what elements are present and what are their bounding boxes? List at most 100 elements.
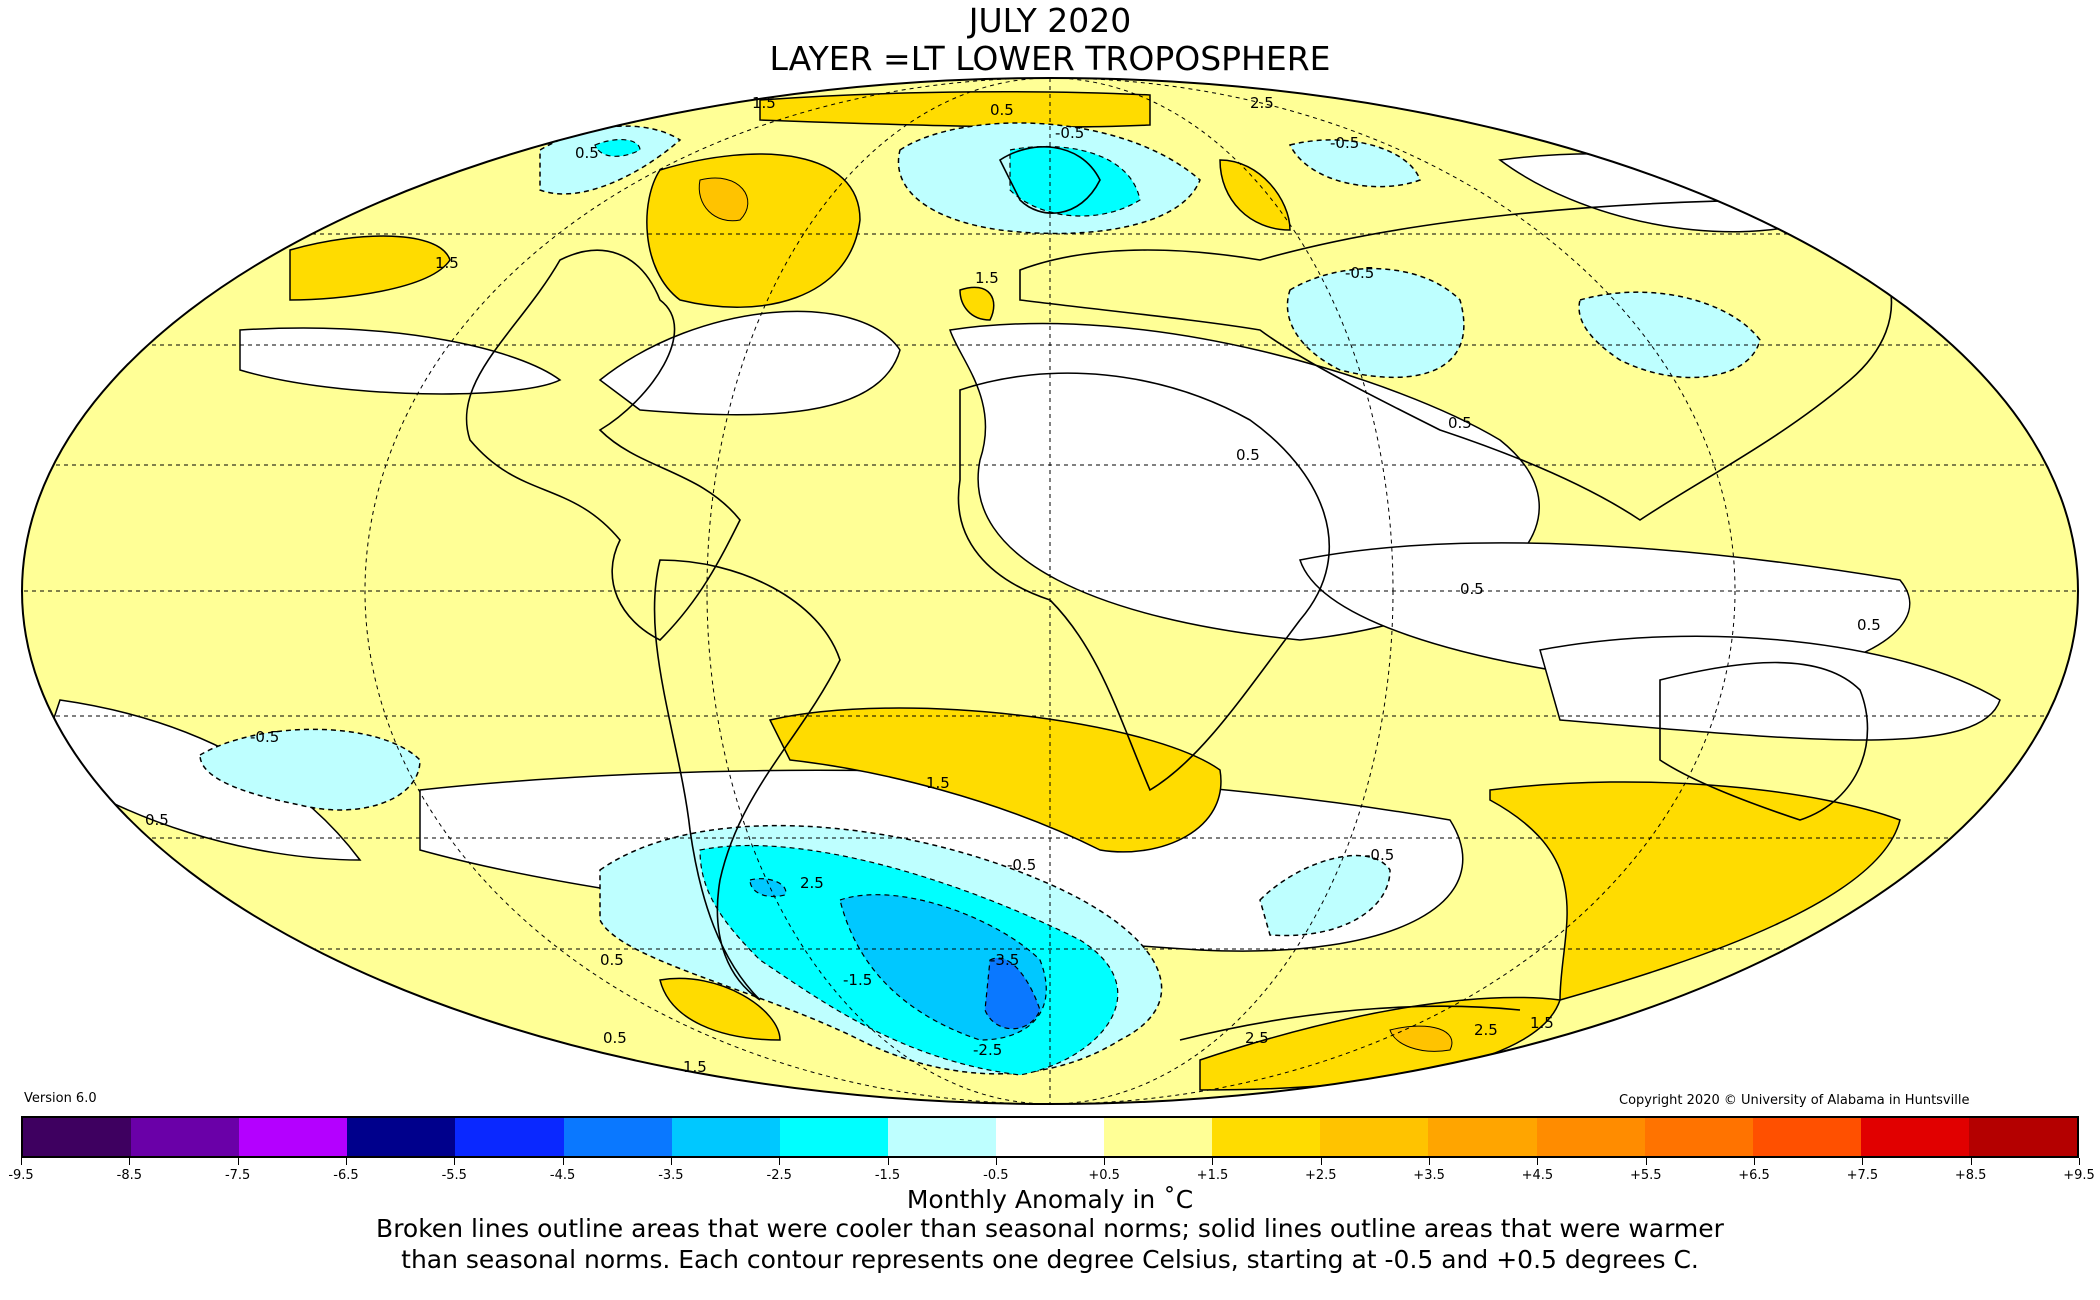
colorbar-swatch: [671, 1118, 780, 1156]
colorbar-swatch: [995, 1118, 1105, 1156]
anomaly-fields: [22, 78, 2078, 1104]
colorbar-tick-label: -0.5: [983, 1168, 1009, 1183]
colorbar-tick: [995, 1158, 997, 1165]
colorbar-tick: [1320, 1158, 1322, 1165]
colorbar-tick: [2079, 1158, 2080, 1165]
colorbar-tick-label: +7.5: [1846, 1168, 1879, 1183]
colorbar-tick: [779, 1158, 781, 1165]
contour-label: 0.5: [145, 811, 169, 829]
contour-label: 0.5: [1857, 616, 1881, 634]
colorbar-tick-label: -5.5: [441, 1168, 467, 1183]
contour-label: 1.5: [752, 94, 776, 112]
colorbar-tick-label: -7.5: [224, 1168, 251, 1183]
colorbar-tick-label: -1.5: [874, 1168, 901, 1183]
colorbar-swatch: [1968, 1118, 2078, 1156]
colorbar-swatch: [1212, 1118, 1321, 1156]
contour-label: 1.5: [1530, 1014, 1554, 1032]
colorbar-swatch: [563, 1118, 672, 1156]
colorbar-tick-label: +3.5: [1413, 1168, 1445, 1183]
colorbar-tick: [1212, 1158, 1214, 1165]
colorbar-tick: [1970, 1158, 1972, 1165]
colorbar-tick: [345, 1158, 347, 1165]
contour-label: 0.5: [603, 1029, 627, 1047]
contour-label: 0.5: [1460, 580, 1484, 598]
colorbar-tick-label: -3.5: [658, 1168, 684, 1183]
colorbar-swatch: [23, 1118, 132, 1156]
contour-label: 0.5: [600, 951, 624, 969]
contour-label: 0.5: [575, 144, 599, 162]
colorbar-swatch: [1860, 1118, 1969, 1156]
colorbar-tick-label: -8.5: [116, 1168, 142, 1183]
colorbar-swatch: [1104, 1118, 1213, 1156]
colorbar-swatch: [455, 1118, 564, 1156]
colorbar-tick-label: -9.5: [8, 1168, 34, 1183]
contour-label: 1.5: [683, 1058, 707, 1076]
colorbar-ticks: -9.5 -8.5 -7.5 -6.5 -5.5 -4.5 -3.5 -2.5 -1.5 -0.5…: [8, 1158, 2095, 1188]
contour-label: -1.5: [843, 971, 872, 989]
colorbar-tick-label: -6.5: [333, 1168, 359, 1183]
contour-labels: 1.5 0.5 -0.5 1.5 2.5 0.5 -0.5 1.5 0.5 0.…: [145, 94, 1881, 1076]
colorbar-swatch: [239, 1118, 348, 1156]
colorbar-swatch: [1752, 1118, 1861, 1156]
contour-label: 1.5: [926, 774, 950, 792]
map-subtitle: LAYER =LT LOWER TROPOSPHERE: [769, 39, 1331, 78]
coastlines: [465, 146, 1893, 1041]
colorbar-tick-label: +9.5: [2063, 1168, 2095, 1183]
contour-label: -0.5: [1055, 124, 1084, 142]
colorbar-tick: [1645, 1158, 1647, 1165]
colorbar-swatch: [131, 1118, 240, 1156]
contour-label: 1.5: [975, 269, 999, 287]
colorbar-tick-label: +4.5: [1521, 1168, 1554, 1183]
contour-label: 2.5: [1245, 1029, 1269, 1047]
colorbar-tick: [1104, 1158, 1106, 1165]
contour-label: 2.5: [800, 874, 824, 892]
contour-label: 1.5: [435, 254, 459, 272]
contour-label: -0.5: [1365, 846, 1394, 864]
colorbar-tick: [887, 1158, 889, 1165]
colorbar-swatch: [1428, 1118, 1537, 1156]
contour-label: 0.5: [1236, 446, 1260, 464]
colorbar-swatch: [1644, 1118, 1753, 1156]
colorbar-swatch: [1536, 1118, 1645, 1156]
colorbar-tick: [1537, 1158, 1539, 1165]
colorbar-tick-label: +2.5: [1304, 1168, 1337, 1183]
contour-label: -0.5: [1007, 856, 1036, 874]
contour-label: -2.5: [973, 1041, 1002, 1059]
colorbar-tick: [562, 1158, 564, 1165]
colorbar-tick-label: +6.5: [1738, 1168, 1770, 1183]
colorbar-tick-label: +5.5: [1629, 1168, 1662, 1183]
colorbar-tick: [129, 1158, 131, 1165]
colorbar: [21, 1116, 2079, 1158]
colorbar-swatch: [1320, 1118, 1429, 1156]
colorbar-tick: [1862, 1158, 1864, 1165]
colorbar-swatch: [887, 1118, 996, 1156]
contour-label: 0.5: [1448, 414, 1472, 432]
colorbar-tick: [237, 1158, 239, 1165]
colorbar-label: Monthly Anomaly in ˚C: [906, 1185, 1194, 1214]
contour-label: 2.5: [1250, 94, 1274, 112]
contour-label: -3.5: [990, 951, 1019, 969]
colorbar-tick: [454, 1158, 456, 1165]
colorbar-tick-label: +0.5: [1088, 1168, 1120, 1183]
colorbar-tick: [1429, 1158, 1431, 1165]
map-title: JULY 2020: [968, 1, 1132, 40]
colorbar-swatch: [347, 1118, 456, 1156]
legend-line-2: than seasonal norms. Each contour repres…: [401, 1245, 1699, 1274]
colorbar-tick-label: -4.5: [549, 1168, 576, 1183]
copyright-label: Copyright 2020 © University of Alabama i…: [1619, 1093, 1970, 1108]
globe-outline: [21, 77, 2079, 1105]
version-label: Version 6.0: [24, 1091, 97, 1106]
colorbar-tick: [1754, 1158, 1756, 1165]
legend-line-1: Broken lines outline areas that were coo…: [376, 1214, 1724, 1243]
colorbar-tick-label: +1.5: [1196, 1168, 1229, 1183]
colorbar-tick-label: +8.5: [1954, 1168, 1987, 1183]
colorbar-tick: [21, 1158, 22, 1165]
contour-label: -0.5: [1345, 264, 1374, 282]
contour-label: -0.5: [1330, 134, 1359, 152]
colorbar-tick-label: -2.5: [766, 1168, 792, 1183]
colorbar-tick: [670, 1158, 672, 1165]
contour-label: 2.5: [1474, 1021, 1498, 1039]
colorbar-swatch: [779, 1118, 888, 1156]
contour-label: 0.5: [990, 101, 1014, 119]
